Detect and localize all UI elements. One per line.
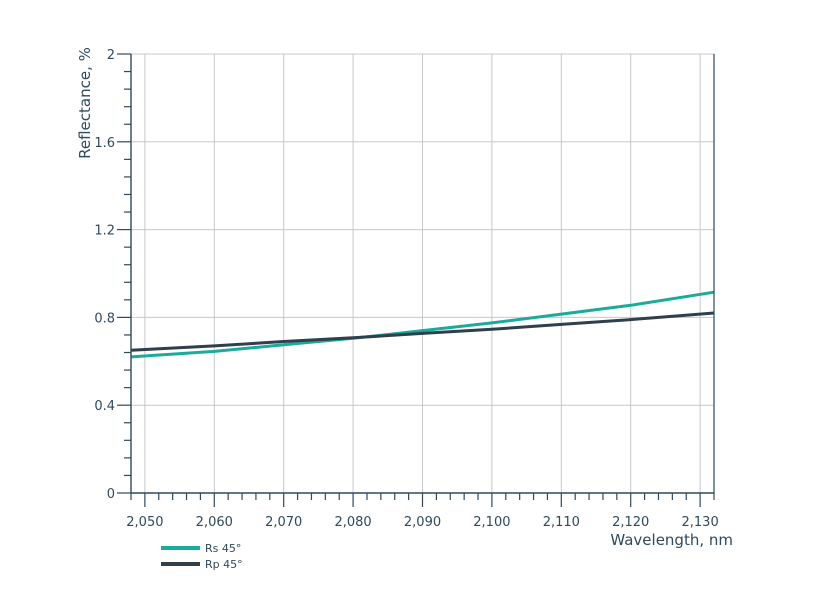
x-tick-label: 2,120 (612, 515, 649, 530)
x-axis-title: Wavelength, nm (610, 531, 733, 549)
legend: Rs 45° Rp 45° (161, 542, 243, 571)
axes (117, 53, 715, 507)
x-tick-label: 2,090 (404, 515, 441, 530)
y-axis-title: Reflectance, % (76, 47, 94, 159)
series-line-rs (130, 290, 715, 359)
x-tick-label: 2,060 (196, 515, 233, 530)
x-tick-label: 2,080 (334, 515, 371, 530)
x-tick-label: 2,050 (126, 515, 163, 530)
y-tick-label: 1.2 (94, 224, 115, 239)
y-tick-label: 1.6 (94, 136, 115, 151)
grid (131, 53, 714, 494)
tick-labels: 2,050 2,060 2,070 2,080 2,090 2,100 2,110 2,120… (94, 48, 718, 530)
series-line-rp (130, 311, 715, 352)
y-tick-label: 0.8 (94, 311, 115, 326)
legend-label-rp: Rp 45° (205, 558, 243, 571)
y-tick-label: 0.4 (94, 399, 115, 414)
x-tick-label: 2,070 (265, 515, 302, 530)
series-layer (130, 290, 715, 359)
x-tick-label: 2,130 (682, 515, 719, 530)
y-tick-label: 2 (107, 48, 115, 63)
minor-ticks (124, 70, 715, 500)
x-tick-label: 2,100 (473, 515, 510, 530)
x-tick-label: 2,110 (543, 515, 580, 530)
y-tick-label: 0 (107, 487, 115, 502)
legend-label-rs: Rs 45° (205, 542, 241, 555)
